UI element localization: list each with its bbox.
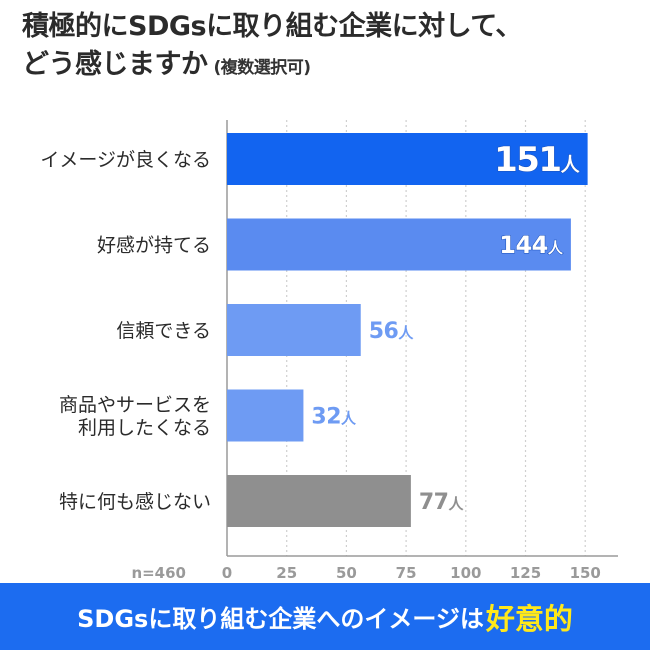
category-label-5: 特に何も感じない — [59, 491, 211, 513]
category-label-1: イメージが良くなる — [40, 149, 211, 171]
title-note: (複数選択可) — [213, 58, 312, 78]
x-tick-label-0: 0 — [222, 564, 232, 582]
value-label-2: 144人 — [499, 231, 564, 259]
title-line-1: 積極的にSDGsに取り組む企業に対して、 — [22, 11, 522, 42]
x-tick-label-50: 50 — [336, 564, 357, 582]
value-label-3: 56人 — [369, 319, 415, 344]
x-tick-label-75: 75 — [396, 564, 417, 582]
title-line-2: どう感じますか (複数選択可) — [22, 46, 642, 87]
footer-banner: SDGsに取り組む企業へのイメージは 好意的 — [0, 583, 650, 650]
bar-5 — [227, 475, 411, 527]
category-label-4-line-2: 利用したくなる — [78, 417, 211, 439]
bar-1 — [227, 133, 588, 185]
bar-3 — [227, 304, 361, 356]
footer-text: SDGsに取り組む企業へのイメージは — [77, 605, 484, 633]
category-label-3: 信頼できる — [116, 320, 211, 342]
bar-chart: 0 25 50 75 100 125 150 n=460 イメージが良くなる 151人好感が持てる… — [40, 120, 618, 582]
value-label-4: 32人 — [311, 404, 357, 429]
bar-4 — [227, 389, 304, 442]
category-label-2: 好感が持てる — [97, 235, 211, 257]
footer-highlight: 好意的 — [485, 601, 573, 636]
bar-2 — [227, 218, 571, 271]
x-tick-label-150: 150 — [570, 564, 601, 582]
sample-size-label: n=460 — [131, 564, 186, 582]
value-label-5: 77人 — [419, 490, 465, 515]
x-tick-label-100: 100 — [450, 564, 481, 582]
value-label-1: 151人 — [494, 140, 580, 180]
x-tick-label-125: 125 — [510, 564, 541, 582]
chart-title: 積極的にSDGsに取り組む企業に対して、 どう感じますか (複数選択可) — [22, 8, 642, 87]
title-line-2-text: どう感じますか — [22, 49, 208, 80]
category-label-4-line-1: 商品やサービスを — [59, 394, 211, 416]
x-tick-label-25: 25 — [276, 564, 297, 582]
